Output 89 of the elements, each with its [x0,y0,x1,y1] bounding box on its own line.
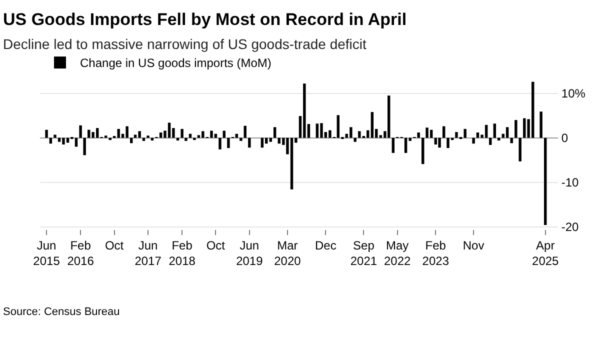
bar [430,130,433,138]
x-tick-label: Apr 2025 [532,238,560,268]
bar [92,132,94,138]
bar [184,138,188,141]
bar [222,130,226,138]
bar [244,126,246,138]
bar [202,131,204,138]
legend-label: Change in US goods imports (MoM) [80,56,272,70]
bar [493,124,496,138]
bar [320,123,323,138]
x-tick-label: Feb 2023 [422,238,450,268]
bar [366,130,370,138]
x-tick-label: Jun 2017 [134,238,162,268]
x-tick-label: Mar 2020 [274,238,302,268]
x-tick-label: Feb 2018 [168,238,196,268]
bar [269,138,272,142]
bar [214,134,218,138]
bar [540,112,542,138]
bar [328,130,332,138]
bar [180,128,184,138]
bar [159,132,162,138]
bar [193,138,196,140]
x-tick-label: Jun 2019 [236,238,264,268]
bar [227,138,230,148]
bar [489,138,492,145]
bar [134,134,137,138]
bar [168,122,171,138]
bar [484,124,488,138]
x-tick-label: Oct [206,238,226,252]
bar [79,125,82,138]
bar [303,84,306,138]
bar [422,138,424,164]
x-tick-label: May 2022 [384,238,411,268]
bar [426,128,428,138]
bar [438,138,441,148]
bar [273,127,276,138]
x-tick-label: Nov [462,238,484,252]
bar [316,124,319,138]
bar [350,127,352,138]
bar [472,138,475,144]
x-tick-label: Jun 2015 [33,238,60,268]
y-tick-label: -20 [561,220,580,234]
bar [354,138,356,142]
bar [370,112,374,138]
bar [45,130,48,138]
bar [126,126,128,138]
x-tick-label: Sep 2021 [350,238,378,268]
bar [442,126,446,138]
bar [83,138,86,156]
bar [446,138,450,148]
bar [235,134,238,138]
source-note: Source: Census Bureau [3,306,120,318]
x-tick-label: Dec [314,238,336,252]
bar [523,118,526,138]
bar [455,132,458,138]
bar [464,128,466,138]
chart-subtitle: Decline led to massive narrowing of US goods-trade deficit [3,36,367,52]
bar [379,135,382,138]
bar [544,138,547,225]
bar [336,115,340,138]
bar [518,138,522,162]
bar [54,134,56,138]
bar [138,131,141,138]
bar [117,128,120,138]
bar [58,138,61,142]
bar [240,138,242,141]
bar [404,138,408,153]
y-tick-label: 0 [561,131,568,146]
bar [88,130,90,138]
bar [188,134,192,138]
bar [476,132,480,138]
x-tick-label: Feb 2016 [67,238,94,268]
bar [218,138,222,150]
bar [417,132,420,138]
bar [387,96,390,138]
bar [62,138,65,144]
bar [210,130,213,138]
bar [248,138,251,148]
bar [96,128,99,138]
bar [358,131,361,138]
bar [197,135,200,138]
bar [514,120,518,138]
bar [392,138,395,153]
x-tick-label: Oct [104,238,124,252]
y-tick-label: -10 [561,176,580,190]
bar [506,127,509,138]
bar [290,138,294,190]
chart-title: US Goods Imports Fell by Most on Record in April [3,10,407,29]
y-tick-label: 10% [561,86,586,101]
